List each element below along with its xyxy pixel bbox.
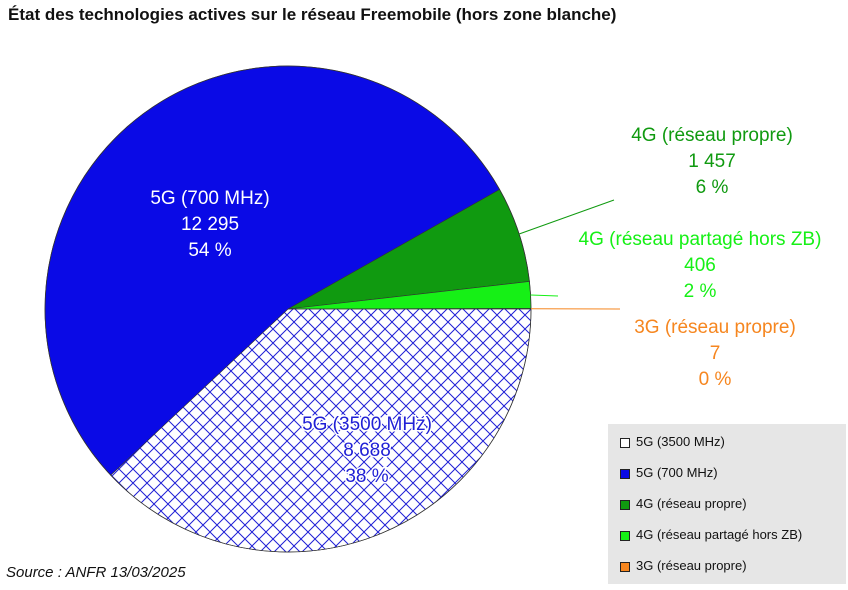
legend-swatch-4g-partage <box>620 531 630 541</box>
slice-label-4g-propre-value: 1 457 <box>688 151 736 172</box>
source-note: Source : ANFR 13/03/2025 <box>6 564 186 581</box>
slice-label-5g-700-value: 12 295 <box>181 214 239 235</box>
legend-item-5g-3500: 5G (3500 MHz) <box>608 434 846 465</box>
slice-label-3g-propre-value: 7 <box>710 343 721 364</box>
legend-item-4g-propre: 4G (réseau propre) <box>608 496 846 527</box>
legend-swatch-4g-propre <box>620 500 630 510</box>
slice-label-5g-700-percent: 54 % <box>188 240 231 261</box>
legend-label-3g-propre: 3G (réseau propre) <box>636 558 747 573</box>
legend-item-4g-partage: 4G (réseau partagé hors ZB) <box>608 527 846 558</box>
legend-label-5g-700: 5G (700 MHz) <box>636 465 718 480</box>
pie-slices <box>44 65 532 553</box>
leader-lines <box>518 199 621 310</box>
slice-label-4g-partage-value: 406 <box>684 255 716 276</box>
slice-label-5g-3500-percent: 38 % <box>345 466 388 487</box>
slice-label-4g-partage-percent: 2 % <box>684 281 717 302</box>
slice-label-3g-propre-name: 3G (réseau propre) <box>634 317 796 338</box>
chart-title: État des technologies actives sur le rés… <box>8 5 617 24</box>
slice-label-4g-propre-percent: 6 % <box>696 177 729 198</box>
legend-swatch-3g-propre <box>620 562 630 572</box>
legend-label-4g-propre: 4G (réseau propre) <box>636 496 747 511</box>
legend-label-4g-partage: 4G (réseau partagé hors ZB) <box>636 527 803 542</box>
legend: 5G (3500 MHz) 5G (700 MHz) 4G (réseau pr… <box>608 424 846 584</box>
legend-label-5g-3500: 5G (3500 MHz) <box>636 434 725 449</box>
slice-label-5g-3500-name: 5G (3500 MHz) <box>302 414 432 435</box>
slice-label-5g-3500-value: 8 688 <box>343 440 391 461</box>
slice-labels: 5G (3500 MHz) 8 688 38 % 5G (700 MHz) 12 295… <box>150 125 822 489</box>
slice-label-5g-700-name: 5G (700 MHz) <box>150 188 269 209</box>
legend-swatch-5g-3500 <box>620 438 630 448</box>
slice-label-4g-propre-name: 4G (réseau propre) <box>631 125 793 146</box>
slice-label-4g-partage-name: 4G (réseau partagé hors ZB) <box>579 229 822 250</box>
legend-item-5g-700: 5G (700 MHz) <box>608 465 846 496</box>
legend-item-3g-propre: 3G (réseau propre) <box>608 558 846 589</box>
leader-line-4g-partage <box>530 294 559 297</box>
slice-label-3g-propre-percent: 0 % <box>699 369 732 390</box>
leader-line-4g-propre <box>518 199 615 235</box>
legend-swatch-5g-700 <box>620 469 630 479</box>
